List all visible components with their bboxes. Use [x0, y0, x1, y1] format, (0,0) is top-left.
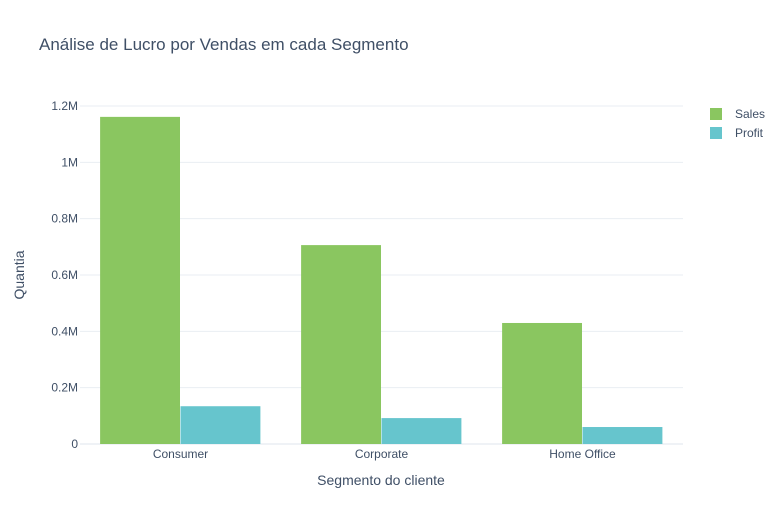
legend[interactable]: Sales Profit: [710, 107, 765, 140]
y-tick-label: 0.6M: [51, 268, 78, 282]
bar-sales-consumer[interactable]: [100, 116, 180, 444]
bar-profit-corporate[interactable]: [381, 418, 462, 444]
legend-item-profit[interactable]: Profit: [710, 126, 764, 140]
legend-swatch: [710, 127, 722, 139]
legend-item-sales[interactable]: Sales: [710, 107, 765, 121]
x-axis-ticks: Consumer Corporate Home Office: [153, 447, 616, 461]
y-axis-ticks: 0 0.2M 0.4M 0.6M 0.8M 1M 1.2M: [51, 99, 78, 451]
y-axis-title: Quantia: [11, 250, 27, 299]
bar-profit-consumer[interactable]: [180, 406, 261, 444]
y-tick-label: 0.4M: [51, 324, 78, 338]
legend-label: Profit: [735, 126, 764, 140]
chart-title: Análise de Lucro por Vendas em cada Segm…: [39, 35, 409, 54]
y-tick-label: 1M: [61, 155, 78, 169]
x-axis-title: Segmento do cliente: [317, 472, 445, 488]
x-tick-label: Consumer: [153, 447, 208, 461]
y-tick-label: 0: [71, 437, 78, 451]
legend-swatch: [710, 108, 722, 120]
legend-label: Sales: [735, 107, 765, 121]
y-tick-label: 0.2M: [51, 381, 78, 395]
bar-sales-corporate[interactable]: [301, 245, 381, 444]
bar-profit-home-office[interactable]: [582, 427, 663, 444]
y-tick-label: 0.8M: [51, 212, 78, 226]
x-tick-label: Corporate: [355, 447, 409, 461]
bars[interactable]: [100, 116, 663, 444]
bar-sales-home-office[interactable]: [502, 322, 582, 444]
y-tick-label: 1.2M: [51, 99, 78, 113]
x-tick-label: Home Office: [549, 447, 616, 461]
